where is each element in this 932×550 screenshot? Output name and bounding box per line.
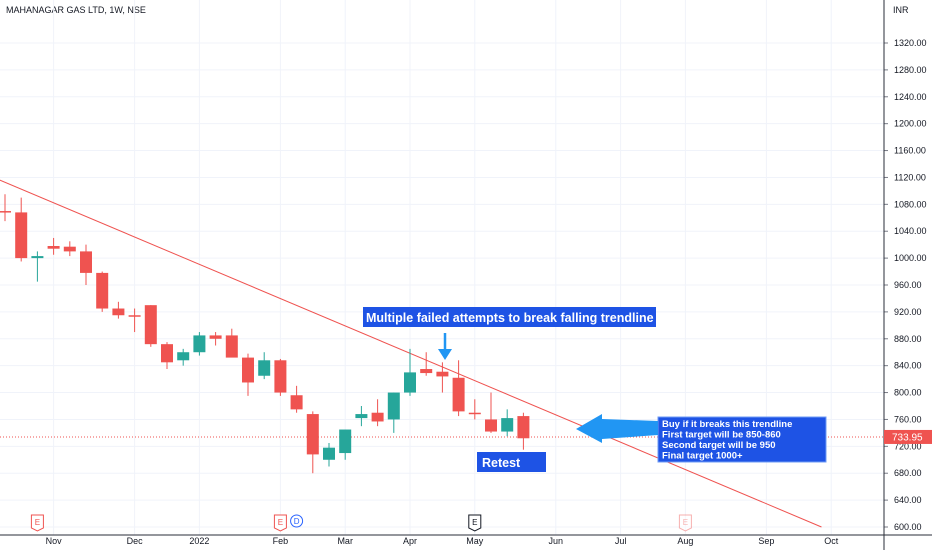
x-tick-label: Jun xyxy=(549,536,564,546)
earnings-marker-label: E xyxy=(683,518,688,527)
candle-down xyxy=(420,369,433,374)
candle-down xyxy=(452,377,465,412)
x-tick-label: May xyxy=(466,536,484,546)
retest-note-text: Retest xyxy=(482,456,521,470)
earnings-marker xyxy=(273,514,287,532)
y-tick-label: 1160.00 xyxy=(894,146,926,156)
y-tick-label: 1280.00 xyxy=(894,65,927,75)
buy-note-line: First target will be 850-860 xyxy=(662,430,781,441)
x-tick-label: Oct xyxy=(824,536,839,546)
x-tick-label: Nov xyxy=(46,536,63,546)
y-tick-label: 1120.00 xyxy=(894,172,926,182)
last-price-badge xyxy=(884,429,932,444)
candle-up xyxy=(387,392,400,420)
down-arrow-head xyxy=(438,349,452,360)
y-tick-label: 920.00 xyxy=(894,307,922,317)
left-arrow-to-trendline xyxy=(576,414,658,443)
dividend-marker xyxy=(290,514,304,528)
candle-down xyxy=(242,357,254,383)
x-tick-label: Apr xyxy=(403,536,417,546)
y-tick-label: 1000.00 xyxy=(894,253,927,263)
failed-attempts-note-box xyxy=(363,307,656,327)
candle-down xyxy=(0,211,11,213)
earnings-marker-label: E xyxy=(278,518,283,527)
x-tick-label: Aug xyxy=(677,536,693,546)
y-tick-label: 760.00 xyxy=(894,414,922,424)
candle-down xyxy=(209,335,222,339)
candle-up xyxy=(323,447,335,460)
candle-down xyxy=(306,414,319,455)
earnings-marker-label: E xyxy=(35,518,40,527)
dividend-marker-label: D xyxy=(294,517,300,526)
x-tick-label: 2022 xyxy=(189,536,209,546)
y-tick-label: 600.00 xyxy=(894,522,922,532)
buy-note-line: Second target will be 950 xyxy=(662,440,776,451)
y-tick-label: 840.00 xyxy=(894,361,922,371)
y-tick-label: 1320.00 xyxy=(894,38,927,48)
y-tick-label: 1200.00 xyxy=(894,119,927,129)
candle-down xyxy=(468,412,481,415)
falling-trendline xyxy=(0,179,822,528)
retest-note-box xyxy=(477,452,546,472)
candle-up xyxy=(339,429,352,454)
candle-down xyxy=(161,344,173,363)
earnings-marker xyxy=(468,514,482,532)
x-tick-label: Jul xyxy=(615,536,627,546)
x-tick-label: Sep xyxy=(758,536,774,546)
last-price-label: 733.95 xyxy=(892,432,923,443)
candle-down xyxy=(144,305,157,345)
candle-down xyxy=(371,412,384,422)
event-markers-group: E E E ED xyxy=(30,514,692,532)
candle-up xyxy=(501,418,514,432)
currency-label: INR xyxy=(893,5,909,15)
candle-down xyxy=(63,246,76,252)
candle-up xyxy=(355,414,368,419)
candle-down xyxy=(485,419,497,432)
y-tick-label: 1040.00 xyxy=(894,226,927,236)
buy-note-line: Final target 1000+ xyxy=(662,451,743,462)
candle-up xyxy=(258,360,271,376)
y-tick-label: 960.00 xyxy=(894,280,922,290)
candle-up xyxy=(177,352,190,361)
candle-down xyxy=(15,212,28,259)
candle-down xyxy=(274,360,287,393)
y-tick-label: 1080.00 xyxy=(894,199,927,209)
x-tick-label: Feb xyxy=(273,536,289,546)
candle-up xyxy=(193,335,206,353)
candle-up xyxy=(31,256,44,259)
candle-down xyxy=(47,246,60,249)
candle-down xyxy=(128,315,141,317)
candle-down xyxy=(517,416,530,439)
failed-attempts-note-text: Multiple failed attempts to break fallin… xyxy=(366,311,654,325)
y-tick-label: 680.00 xyxy=(894,468,922,478)
earnings-marker xyxy=(30,514,44,532)
candle-down xyxy=(80,251,92,273)
earnings-marker xyxy=(678,514,692,532)
y-tick-label: 640.00 xyxy=(894,495,922,505)
y-tick-label: 1240.00 xyxy=(894,92,927,102)
candle-down xyxy=(290,395,303,410)
chart-title: MAHANAGAR GAS LTD, 1W, NSE xyxy=(6,5,146,15)
candles-group xyxy=(0,194,530,474)
y-tick-label: 880.00 xyxy=(894,334,922,344)
buy-note-line: Buy if it breaks this trendline xyxy=(662,419,792,430)
annotations-group: Multiple failed attempts to break fallin… xyxy=(363,307,827,472)
y-tick-label: 720.00 xyxy=(894,441,922,451)
falling-trendline-group xyxy=(0,179,884,528)
buy-note-box xyxy=(657,416,827,463)
y-tick-label: 800.00 xyxy=(894,388,922,398)
candle-up xyxy=(404,372,416,393)
candle-down xyxy=(112,308,125,316)
x-tick-label: Mar xyxy=(337,536,353,546)
x-tick-label: Dec xyxy=(127,536,144,546)
candle-down xyxy=(225,335,238,358)
earnings-marker-label: E xyxy=(472,518,477,527)
candle-down xyxy=(96,272,109,309)
candle-down xyxy=(436,371,449,377)
